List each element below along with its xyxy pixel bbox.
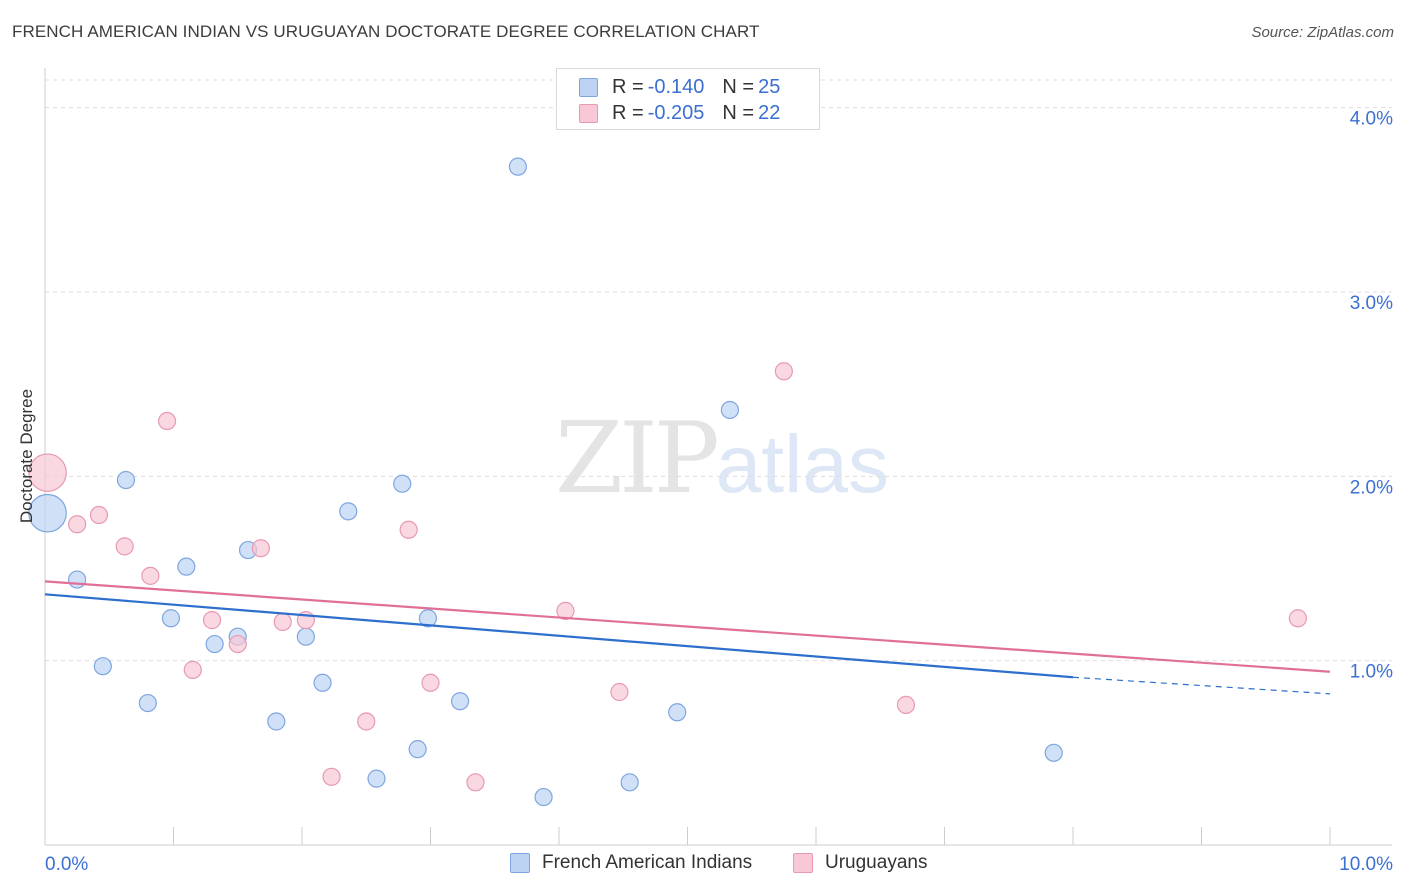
correlation-legend: R = -0.140 N = 25 R = -0.205 N = 22 — [556, 68, 820, 130]
blue-swatch — [510, 853, 530, 873]
y-axis-label: Doctorate Degree — [17, 388, 36, 524]
blue-data-point — [267, 712, 286, 731]
blue-data-point — [177, 557, 196, 576]
blue-data-point — [508, 157, 527, 176]
pink-data-point — [183, 660, 202, 679]
pink-data-point — [157, 411, 177, 431]
pink-data-point — [1288, 609, 1307, 628]
blue-data-point — [393, 474, 412, 493]
blue-data-point — [367, 769, 386, 788]
pink-data-point — [357, 712, 376, 731]
pink-data-point — [896, 695, 916, 715]
pink-data-point — [322, 767, 341, 786]
pink-swatch — [579, 103, 598, 123]
pink-trend-line — [44, 580, 1331, 673]
legend-label: Uruguayans — [825, 852, 928, 873]
y-tick-label: 1.0% — [1350, 662, 1393, 683]
pink-data-point — [228, 634, 247, 654]
blue-trend-line — [44, 593, 1074, 679]
source-label: Source: ZipAtlas.com — [1251, 24, 1394, 41]
pink-data-point — [28, 453, 67, 492]
r-label: R = — [612, 75, 644, 98]
pink-data-point — [466, 773, 485, 792]
pink-data-point — [251, 539, 270, 558]
blue-swatch — [579, 77, 598, 97]
pink-data-point — [68, 515, 87, 534]
legend-item-uruguayans[interactable]: Uruguayans — [793, 852, 927, 874]
blue-data-point — [418, 609, 438, 628]
r-value: -0.140 — [647, 75, 705, 98]
blue-data-point — [161, 609, 181, 628]
blue-data-point — [93, 657, 112, 676]
pink-data-point — [273, 612, 292, 632]
pink-data-point — [141, 566, 160, 585]
blue-data-point — [450, 692, 470, 711]
chart-title: FRENCH AMERICAN INDIAN VS URUGUAYAN DOCT… — [12, 22, 760, 41]
pink-data-point — [202, 611, 222, 630]
watermark: ZIPatlas — [555, 402, 889, 516]
pink-swatch — [793, 853, 813, 873]
y-tick-label: 3.0% — [1350, 293, 1393, 314]
blue-data-point — [534, 787, 553, 807]
blue-data-point — [116, 470, 136, 490]
watermark-atlas: atlas — [715, 419, 889, 510]
blue-data-point — [620, 773, 639, 792]
pink-data-point — [115, 537, 134, 556]
blue-data-point — [668, 703, 687, 722]
blue-data-point — [339, 502, 358, 521]
n-value: 25 — [758, 75, 781, 98]
pink-data-point — [89, 505, 109, 525]
n-value: 22 — [758, 101, 781, 124]
blue-trend-extension — [1072, 676, 1331, 695]
r-label: R = — [612, 101, 644, 124]
blue-data-point — [28, 493, 67, 533]
legend-label: French American Indians — [542, 852, 753, 873]
pink-data-point — [421, 673, 440, 692]
pink-data-point — [610, 682, 629, 702]
blue-data-point — [296, 627, 315, 646]
legend-item-french-american-indians[interactable]: French American Indians — [510, 852, 752, 874]
blue-data-point — [313, 673, 332, 692]
legend-row-pink: R = -0.205 N = 22 — [579, 100, 780, 126]
blue-data-point — [408, 740, 427, 759]
x-tick-label: 10.0% — [1339, 854, 1393, 875]
y-tick-label: 4.0% — [1350, 109, 1393, 130]
n-label: N = — [722, 101, 755, 124]
n-label: N = — [722, 75, 755, 98]
r-value: -0.205 — [647, 101, 705, 124]
blue-data-point — [138, 693, 157, 713]
blue-data-point — [720, 400, 740, 420]
blue-data-point — [68, 570, 87, 589]
legend-row-blue: R = -0.140 N = 25 — [579, 74, 780, 100]
watermark-zip: ZIP — [555, 402, 720, 516]
blue-data-point — [205, 634, 224, 654]
pink-data-point — [556, 601, 575, 620]
blue-data-point — [1044, 743, 1063, 762]
y-tick-label: 2.0% — [1350, 477, 1393, 498]
x-tick-label: 0.0% — [45, 854, 88, 875]
pink-data-point — [774, 362, 793, 381]
pink-data-point — [399, 520, 418, 539]
